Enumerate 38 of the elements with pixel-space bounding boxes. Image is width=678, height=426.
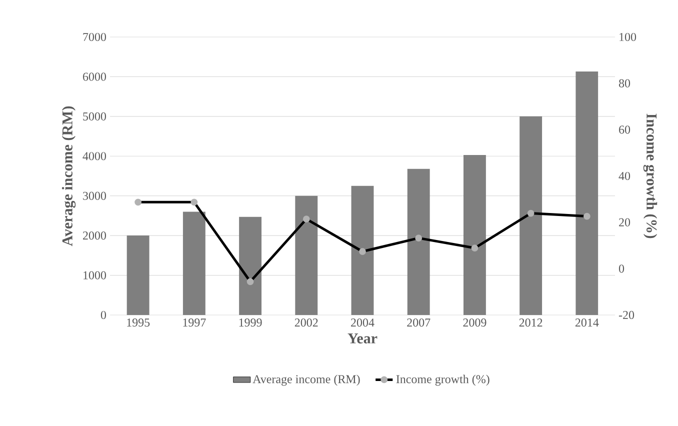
bar: [182, 212, 206, 315]
y-tick-label: 4000: [82, 152, 106, 160]
bar: [463, 154, 486, 315]
x-tick-label: 2009: [463, 318, 486, 327]
y2-tick-label: 60: [619, 126, 630, 134]
x-axis-title: Year: [348, 333, 378, 344]
x-tick-label: 2002: [294, 318, 318, 327]
y2-tick-label: -20: [618, 310, 634, 320]
y2-tick-label: 100: [620, 32, 636, 42]
y-axis-title: Average income (RM): [62, 106, 76, 246]
y2-tick-label: 20: [619, 218, 630, 226]
y-tick-label: 0: [100, 310, 106, 320]
y-tick-label: 7000: [83, 32, 106, 42]
y-tick-label: 2000: [83, 232, 106, 240]
bar: [407, 168, 430, 315]
y-tick-label: 6000: [82, 72, 106, 81]
x-tick-label: 1999: [239, 318, 262, 327]
legend-label: Average income (RM): [252, 374, 360, 386]
x-tick-label: 2004: [351, 318, 374, 327]
y-tick-label: 1000: [84, 271, 106, 280]
y2-tick-label: 0: [618, 264, 624, 273]
x-tick-label: 1997: [183, 318, 206, 327]
bar: [239, 216, 262, 315]
x-tick-label: 2014: [575, 318, 599, 327]
y2-axis-title: Income growth (%): [643, 114, 658, 238]
bar: [576, 72, 598, 315]
bar: [295, 196, 318, 315]
x-tick-label: 1995: [127, 318, 150, 327]
bar: [520, 116, 542, 315]
bar: [126, 236, 150, 315]
y-tick-label: 5000: [83, 112, 106, 120]
legend-label: Income growth (%): [396, 374, 490, 386]
y2-tick-label: 40: [618, 172, 630, 180]
x-tick-label: 2012: [519, 318, 542, 327]
y-tick-label: 3000: [83, 192, 106, 200]
x-tick-label: 2007: [407, 318, 430, 327]
y2-tick-label: 80: [618, 79, 630, 88]
bar: [351, 186, 374, 315]
